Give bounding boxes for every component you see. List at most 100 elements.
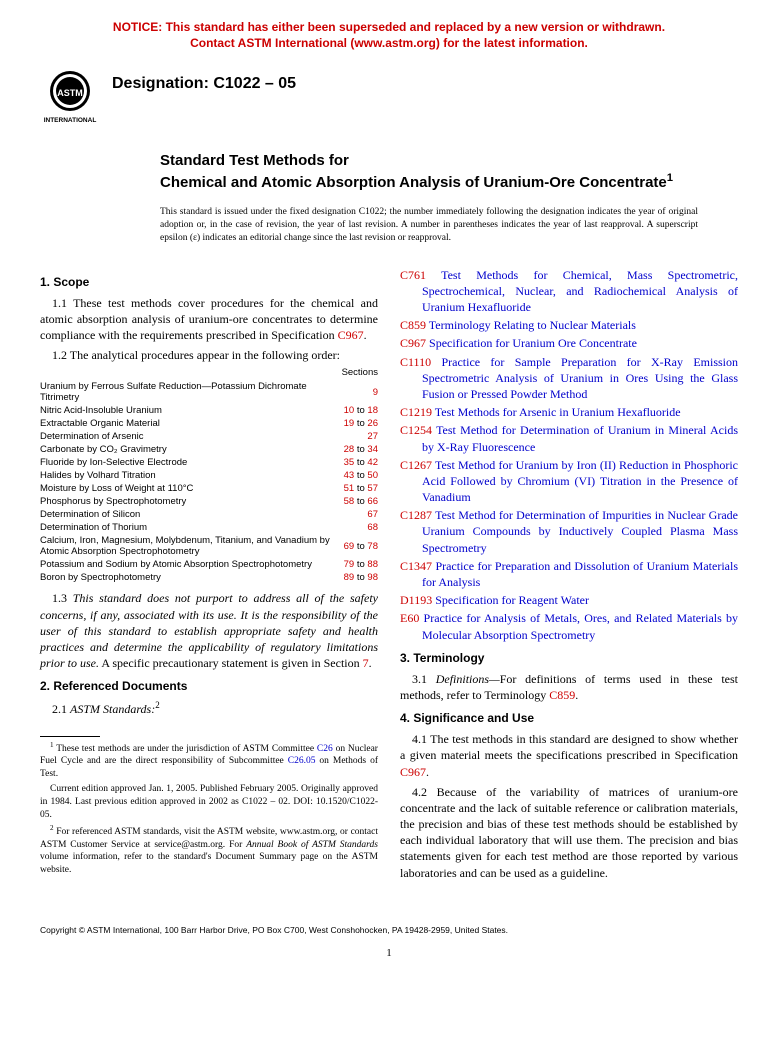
section-2-head: 2. Referenced Documents <box>40 679 378 693</box>
procedure-name: Calcium, Iron, Magnesium, Molybdenum, Ti… <box>40 534 344 558</box>
sections-header: Sections <box>40 367 378 378</box>
procedure-sections: 27 <box>344 430 378 443</box>
section-1-1: 1.1 These test methods cover procedures … <box>40 295 378 344</box>
standard-code[interactable]: C1267 <box>400 458 432 472</box>
standard-title[interactable]: Test Method for Determination of Impurit… <box>422 508 738 554</box>
standard-ref: C1347 Practice for Preparation and Disso… <box>400 558 738 590</box>
procedure-name: Determination of Arsenic <box>40 430 344 443</box>
procedure-name: Moisture by Loss of Weight at 110°C <box>40 482 344 495</box>
standard-code[interactable]: C1219 <box>400 405 432 419</box>
standard-code[interactable]: C1287 <box>400 508 432 522</box>
referenced-standards-list: C761 Test Methods for Chemical, Mass Spe… <box>400 267 738 643</box>
procedure-sections: 9 <box>344 380 378 404</box>
standard-title[interactable]: Test Method for Uranium by Iron (II) Red… <box>422 458 738 504</box>
left-column: 1. Scope 1.1 These test methods cover pr… <box>40 267 378 885</box>
two-column-body: 1. Scope 1.1 These test methods cover pr… <box>40 267 738 885</box>
standard-title[interactable]: Test Methods for Chemical, Mass Spectrom… <box>422 268 738 314</box>
title-main: Chemical and Atomic Absorption Analysis … <box>160 171 738 193</box>
standard-title[interactable]: Practice for Preparation and Dissolution… <box>422 559 738 589</box>
page: NOTICE: This standard has either been su… <box>0 0 778 989</box>
standard-title[interactable]: Practice for Analysis of Metals, Ores, a… <box>419 611 738 641</box>
procedure-name: Carbonate by CO₂ Gravimetry <box>40 443 344 456</box>
procedure-name: Phosphorus by Spectrophotometry <box>40 495 344 508</box>
procedure-name: Uranium by Ferrous Sulfate Reduction—Pot… <box>40 380 344 404</box>
header-row: ASTM INTERNATIONAL Designation: C1022 – … <box>40 67 738 127</box>
standard-ref: C1254 Test Method for Determination of U… <box>400 422 738 454</box>
standard-code[interactable]: C1254 <box>400 423 432 437</box>
procedure-row: Extractable Organic Material19 to 26 <box>40 417 378 430</box>
notice-line1: NOTICE: This standard has either been su… <box>113 20 665 34</box>
standard-code[interactable]: C1347 <box>400 559 432 573</box>
procedure-row: Moisture by Loss of Weight at 110°C51 to… <box>40 482 378 495</box>
link-c2605[interactable]: C26.05 <box>288 756 316 766</box>
procedures-table: Uranium by Ferrous Sulfate Reduction—Pot… <box>40 380 378 584</box>
standard-ref: C967 Specification for Uranium Ore Conce… <box>400 335 738 351</box>
footnote-1b: Current edition approved Jan. 1, 2005. P… <box>40 783 378 821</box>
standard-ref: C761 Test Methods for Chemical, Mass Spe… <box>400 267 738 316</box>
standard-code[interactable]: D1193 <box>400 593 432 607</box>
footnote-rule <box>40 736 100 737</box>
section-4-1: 4.1 The test methods in this standard ar… <box>400 731 738 780</box>
standard-ref: C1110 Practice for Sample Preparation fo… <box>400 354 738 403</box>
standard-code[interactable]: C859 <box>400 318 426 332</box>
procedure-name: Determination of Thorium <box>40 521 344 534</box>
procedure-row: Phosphorus by Spectrophotometry58 to 66 <box>40 495 378 508</box>
procedure-row: Nitric Acid-Insoluble Uranium10 to 18 <box>40 404 378 417</box>
standard-ref: C1267 Test Method for Uranium by Iron (I… <box>400 457 738 506</box>
procedure-row: Potassium and Sodium by Atomic Absorptio… <box>40 558 378 571</box>
procedure-sections: 58 to 66 <box>344 495 378 508</box>
procedure-row: Carbonate by CO₂ Gravimetry28 to 34 <box>40 443 378 456</box>
procedure-row: Calcium, Iron, Magnesium, Molybdenum, Ti… <box>40 534 378 558</box>
issued-note: This standard is issued under the fixed … <box>160 206 698 244</box>
procedure-row: Determination of Arsenic27 <box>40 430 378 443</box>
link-c967[interactable]: C967 <box>338 328 364 342</box>
standard-title[interactable]: Test Method for Determination of Uranium… <box>422 423 738 453</box>
link-c26[interactable]: C26 <box>317 744 333 754</box>
standard-ref: C859 Terminology Relating to Nuclear Mat… <box>400 317 738 333</box>
right-column: C761 Test Methods for Chemical, Mass Spe… <box>400 267 738 885</box>
standard-title[interactable]: Specification for Reagent Water <box>432 593 589 607</box>
astm-logo-icon: ASTM INTERNATIONAL <box>40 67 100 127</box>
link-c967-b[interactable]: C967 <box>400 765 426 779</box>
standard-code[interactable]: C967 <box>400 336 426 350</box>
procedure-row: Halides by Volhard Titration43 to 50 <box>40 469 378 482</box>
standard-ref: C1287 Test Method for Determination of I… <box>400 507 738 556</box>
standard-title[interactable]: Test Methods for Arsenic in Uranium Hexa… <box>432 405 681 419</box>
notice-line2: Contact ASTM International (www.astm.org… <box>190 36 588 50</box>
standard-title[interactable]: Practice for Sample Preparation for X-Ra… <box>422 355 738 401</box>
standard-ref: C1219 Test Methods for Arsenic in Uraniu… <box>400 404 738 420</box>
standard-ref: E60 Practice for Analysis of Metals, Ore… <box>400 610 738 642</box>
section-3-1: 3.1 Definitions—For definitions of terms… <box>400 671 738 703</box>
procedure-name: Boron by Spectrophotometry <box>40 571 344 584</box>
title-prefix: Standard Test Methods for <box>160 151 738 171</box>
procedure-sections: 51 to 57 <box>344 482 378 495</box>
footnote-1: 1 These test methods are under the juris… <box>40 741 378 782</box>
section-1-2: 1.2 The analytical procedures appear in … <box>40 347 378 363</box>
procedure-name: Potassium and Sodium by Atomic Absorptio… <box>40 558 344 571</box>
procedure-name: Halides by Volhard Titration <box>40 469 344 482</box>
section-1-head: 1. Scope <box>40 275 378 289</box>
procedure-sections: 28 to 34 <box>344 443 378 456</box>
procedure-sections: 89 to 98 <box>344 571 378 584</box>
standard-title[interactable]: Terminology Relating to Nuclear Material… <box>426 318 636 332</box>
footnote-2: 2 For referenced ASTM standards, visit t… <box>40 824 378 877</box>
procedure-sections: 19 to 26 <box>344 417 378 430</box>
copyright: Copyright © ASTM International, 100 Barr… <box>40 925 738 935</box>
section-2-1: 2.1 ASTM Standards:2 <box>40 699 378 717</box>
procedure-row: Fluoride by Ion-Selective Electrode35 to… <box>40 456 378 469</box>
procedure-row: Determination of Thorium68 <box>40 521 378 534</box>
standard-code[interactable]: C761 <box>400 268 426 282</box>
page-number: 1 <box>40 947 738 959</box>
standard-ref: D1193 Specification for Reagent Water <box>400 592 738 608</box>
procedure-sections: 68 <box>344 521 378 534</box>
procedure-row: Determination of Silicon67 <box>40 508 378 521</box>
procedure-sections: 79 to 88 <box>344 558 378 571</box>
procedure-sections: 43 to 50 <box>344 469 378 482</box>
link-c859[interactable]: C859 <box>549 688 575 702</box>
procedure-sections: 35 to 42 <box>344 456 378 469</box>
standard-title[interactable]: Specification for Uranium Ore Concentrat… <box>426 336 637 350</box>
standard-code[interactable]: C1110 <box>400 355 431 369</box>
standard-code[interactable]: E60 <box>400 611 419 625</box>
designation: Designation: C1022 – 05 <box>112 75 296 93</box>
procedure-name: Determination of Silicon <box>40 508 344 521</box>
